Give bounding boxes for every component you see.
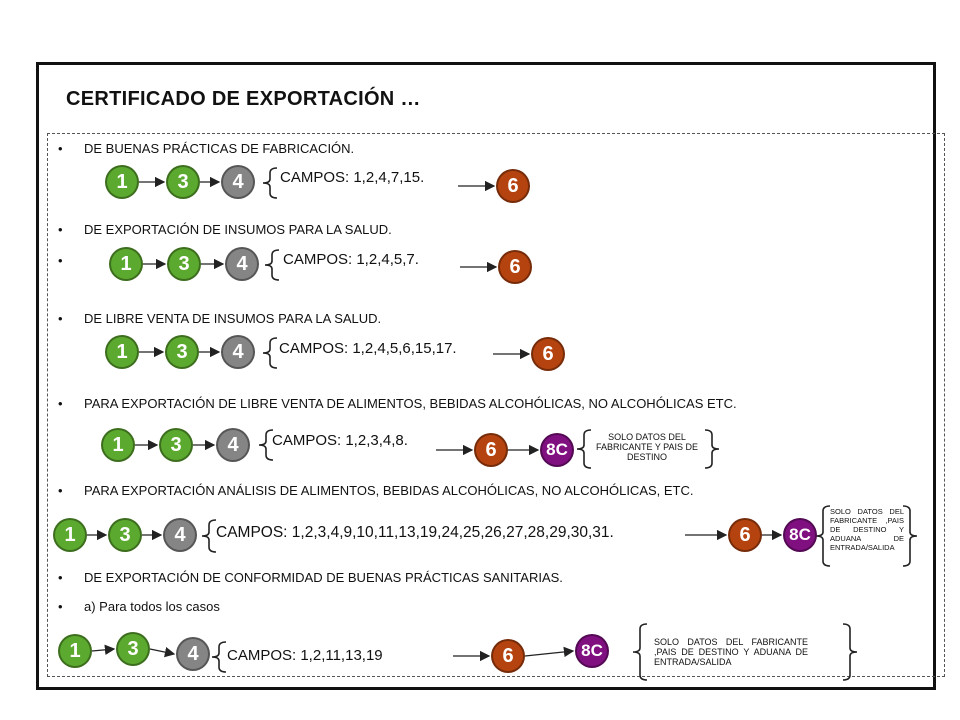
bullet-dot: • — [58, 222, 63, 237]
bullet-dot: • — [58, 141, 63, 156]
step-node-6: 6 — [491, 639, 525, 673]
outer-frame — [36, 62, 936, 690]
dashed-content-box — [47, 133, 945, 677]
step-node-3: 3 — [167, 247, 201, 281]
campos-text: CAMPOS: 1,2,11,13,19 — [227, 647, 383, 664]
step-node-8c: 8C — [783, 518, 817, 552]
step-node-1: 1 — [105, 335, 139, 369]
step-node-3: 3 — [166, 165, 200, 199]
step-node-4: 4 — [225, 247, 259, 281]
bullet-dot: • — [58, 570, 63, 585]
section-heading: DE LIBRE VENTA DE INSUMOS PARA LA SALUD. — [84, 311, 382, 326]
section-heading: PARA EXPORTACIÓN DE LIBRE VENTA DE ALIME… — [84, 396, 737, 411]
step-node-1: 1 — [109, 247, 143, 281]
bullet-dot: • — [58, 311, 63, 326]
campos-text: CAMPOS: 1,2,3,4,8. — [272, 432, 408, 449]
step-node-6: 6 — [531, 337, 565, 371]
step-node-3: 3 — [116, 632, 150, 666]
campos-text: CAMPOS: 1,2,4,5,6,15,17. — [279, 340, 457, 357]
step-node-6: 6 — [474, 433, 508, 467]
sub-heading: a) Para todos los casos — [84, 599, 220, 614]
step-node-3: 3 — [165, 335, 199, 369]
step-node-3: 3 — [108, 518, 142, 552]
section-heading: DE BUENAS PRÁCTICAS DE FABRICACIÓN. — [84, 141, 355, 156]
step-node-4: 4 — [221, 165, 255, 199]
step-node-1: 1 — [105, 165, 139, 199]
note-text: SOLO DATOS DEL FABRICANTE Y PAIS DE DEST… — [595, 432, 699, 462]
step-node-8c: 8C — [575, 634, 609, 668]
step-node-8c: 8C — [540, 433, 574, 467]
step-node-1: 1 — [101, 428, 135, 462]
campos-text: CAMPOS: 1,2,4,7,15. — [280, 169, 425, 186]
bullet-dot: • — [58, 396, 63, 411]
step-node-6: 6 — [498, 250, 532, 284]
step-node-4: 4 — [216, 428, 250, 462]
note-text: SOLO DATOS DEL FABRICANTE ,PAIS DE DESTI… — [830, 507, 904, 552]
page-title: CERTIFICADO DE EXPORTACIÓN … — [66, 88, 421, 110]
bullet-dot: • — [58, 483, 63, 498]
note-text: SOLO DATOS DEL FABRICANTE ,PAIS DE DESTI… — [654, 637, 808, 667]
step-node-3: 3 — [159, 428, 193, 462]
bullet-dot: • — [58, 599, 63, 614]
campos-text: CAMPOS: 1,2,4,5,7. — [283, 251, 419, 268]
step-node-6: 6 — [728, 518, 762, 552]
section-heading: PARA EXPORTACIÓN ANÁLISIS DE ALIMENTOS, … — [84, 483, 694, 498]
step-node-1: 1 — [53, 518, 87, 552]
step-node-4: 4 — [163, 518, 197, 552]
campos-text: CAMPOS: 1,2,3,4,9,10,11,13,19,24,25,26,2… — [216, 524, 614, 541]
bullet-dot: • — [58, 253, 63, 268]
section-heading: DE EXPORTACIÓN DE INSUMOS PARA LA SALUD. — [84, 222, 392, 237]
section-heading: DE EXPORTACIÓN DE CONFORMIDAD DE BUENAS … — [84, 570, 563, 585]
step-node-4: 4 — [176, 637, 210, 671]
step-node-1: 1 — [58, 634, 92, 668]
step-node-4: 4 — [221, 335, 255, 369]
step-node-6: 6 — [496, 169, 530, 203]
